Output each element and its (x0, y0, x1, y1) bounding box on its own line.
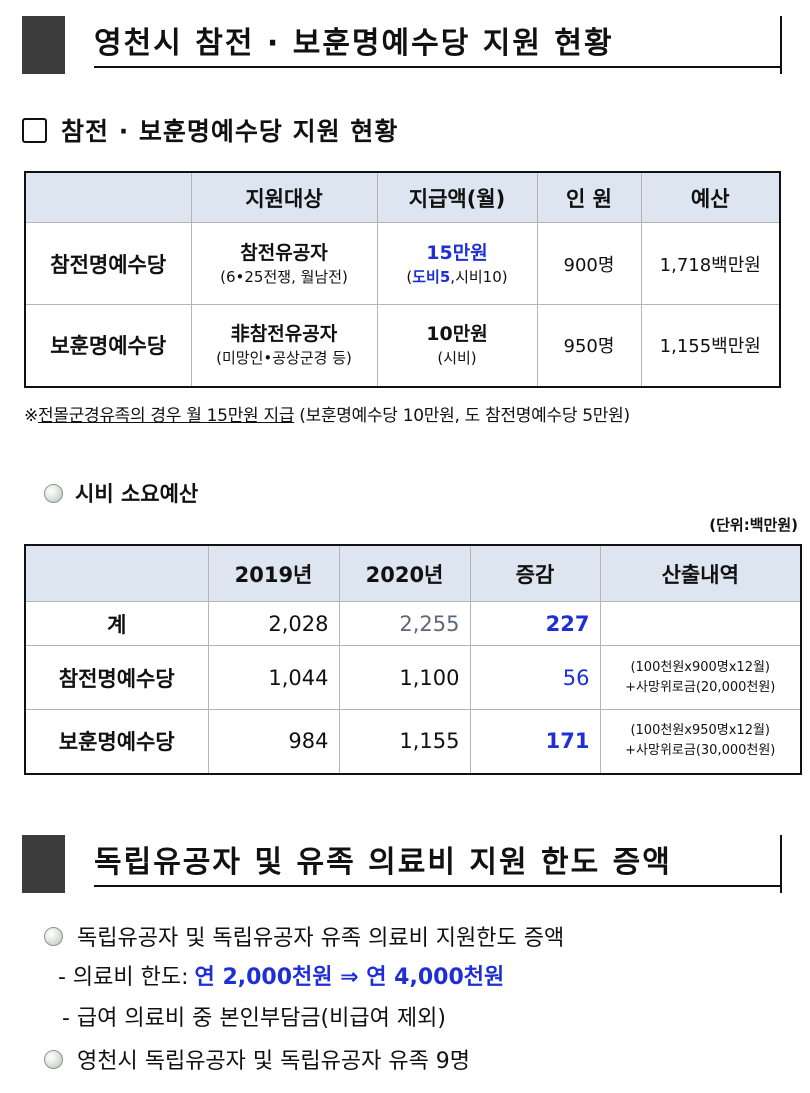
target-main: 참전유공자 (240, 241, 328, 264)
calc-line: (100천원x950명x12월) (630, 723, 771, 739)
amount-sub: (시비) (437, 349, 477, 368)
table-row-total: 계 2,028 2,255 227 (24, 601, 802, 646)
column-header: 인 원 (536, 171, 642, 223)
budget-heading-text: 시비 소요예산 (75, 482, 199, 506)
calc-line: +사망위로금(30,000천원) (625, 743, 776, 759)
row-label: 계 (24, 601, 209, 646)
value-diff: 56 (469, 645, 601, 710)
detail-line-2: - 의료비 한도: 연 2,000천원 ⇒ 연 4,000천원 (58, 959, 504, 991)
footnote-detail: (보훈명예수당 10만원, 도 참전명예수당 5만원) (294, 406, 630, 426)
bullet-icon (44, 926, 63, 946)
detail-text: - 급여 의료비 중 본인부담금(비급여 제외) (62, 1006, 446, 1031)
footnote-mark: ※ (24, 406, 38, 426)
section-marker (22, 835, 65, 893)
bullet-icon (44, 483, 63, 503)
detail-line-4: 영천시 독립유공자 및 독립유공자 유족 9명 (44, 1043, 470, 1075)
detail-line-3: - 급여 의료비 중 본인부담금(비급여 제외) (62, 1000, 446, 1032)
target-cell: 참전유공자 (6•25전쟁, 월남전) (190, 222, 378, 305)
amount-sub-rest: ,시비10) (450, 267, 508, 286)
table-header-row: 2019년 2020년 증감 산출내역 (24, 544, 802, 602)
budget-heading: 시비 소요예산 (44, 478, 198, 508)
detail-text: 영천시 독립유공자 및 독립유공자 유족 9명 (77, 1049, 471, 1074)
section-rule (780, 835, 782, 893)
value-2019: 984 (207, 709, 340, 774)
bullet-icon (44, 1049, 63, 1069)
checkbox-icon (22, 117, 47, 143)
column-header: 지원대상 (190, 171, 378, 223)
value-2019: 2,028 (207, 601, 340, 646)
section-rule (780, 16, 782, 74)
amount-main: 15만원 (426, 241, 488, 264)
value-2019: 1,044 (207, 645, 340, 710)
column-header: 2019년 (207, 544, 340, 602)
section-title-2: 독립유공자 및 유족 의료비 지원 한도 증액 (94, 841, 782, 887)
subsection-title-text: 참전 · 보훈명예수당 지원 현황 (61, 117, 399, 146)
table-row: 보훈명예수당 非참전유공자 (미망인•공상군경 등) 10만원 (시비) 950… (24, 304, 781, 387)
row-label: 보훈명예수당 (24, 304, 192, 387)
diagonal-header-cell (24, 544, 209, 602)
people-cell: 900명 (536, 222, 642, 305)
calc-line: (100천원x900명x12월) (630, 659, 771, 675)
row-label: 보훈명예수당 (24, 709, 209, 774)
table-row: 보훈명예수당 984 1,155 171 (100천원x950명x12월) +사… (24, 709, 802, 774)
detail-line-1: 독립유공자 및 독립유공자 유족 의료비 지원한도 증액 (44, 920, 564, 952)
limit-highlight: 연 2,000천원 ⇒ 연 4,000천원 (194, 965, 505, 990)
amount-cell: 15만원 (도비5,시비10) (376, 222, 538, 305)
value-diff: 171 (469, 709, 601, 774)
calc-cell (599, 601, 802, 646)
detail-text: - 의료비 한도: (58, 965, 189, 990)
amount-main: 10만원 (426, 323, 488, 346)
table-row: 참전명예수당 참전유공자 (6•25전쟁, 월남전) 15만원 (도비5,시비1… (24, 222, 781, 305)
row-label: 참전명예수당 (24, 645, 209, 710)
footnote: ※전몰군경유족의 경우 월 15만원 지급 (보훈명예수당 10만원, 도 참전… (24, 401, 630, 426)
value-2020: 2,255 (338, 601, 471, 646)
budget-table: 2019년 2020년 증감 산출내역 계 2,028 2,255 227 참전… (24, 544, 802, 775)
budget-cell: 1,155백만원 (640, 304, 781, 387)
people-cell: 950명 (536, 304, 642, 387)
target-cell: 非참전유공자 (미망인•공상군경 등) (190, 304, 378, 387)
row-label: 참전명예수당 (24, 222, 192, 305)
column-header: 산출내역 (599, 544, 802, 602)
section-title-1: 영천시 참전 · 보훈명예수당 지원 현황 (94, 22, 782, 68)
diagonal-header-cell (24, 171, 192, 223)
target-sub: (6•25전쟁, 월남전) (220, 267, 348, 286)
amount-sub-province: 도비5 (412, 267, 451, 286)
allowance-table: 지원대상 지급액(월) 인 원 예산 참전명예수당 참전유공자 (6•25전쟁,… (24, 171, 781, 388)
section-header-1: 영천시 참전 · 보훈명예수당 지원 현황 (22, 16, 782, 74)
unit-label: (단위:백만원) (709, 516, 798, 534)
column-header: 증감 (469, 544, 601, 602)
table-row: 참전명예수당 1,044 1,100 56 (100천원x900명x12월) +… (24, 645, 802, 710)
detail-text: 독립유공자 및 독립유공자 유족 의료비 지원한도 증액 (77, 926, 565, 951)
target-sub: (미망인•공상군경 등) (216, 349, 352, 368)
calc-cell: (100천원x900명x12월) +사망위로금(20,000천원) (599, 645, 802, 710)
amount-sub: (도비5,시비10) (378, 266, 537, 288)
column-header: 2020년 (338, 544, 471, 602)
value-2020: 1,155 (338, 709, 471, 774)
section-marker (22, 16, 65, 74)
calc-cell: (100천원x950명x12월) +사망위로금(30,000천원) (599, 709, 802, 774)
value-2020: 1,100 (338, 645, 471, 710)
subsection-title: 참전 · 보훈명예수당 지원 현황 (22, 112, 398, 148)
table-header-row: 지원대상 지급액(월) 인 원 예산 (24, 171, 781, 223)
amount-sub-open: ( (406, 267, 413, 286)
amount-cell: 10만원 (시비) (376, 304, 538, 387)
budget-cell: 1,718백만원 (640, 222, 781, 305)
target-main: 非참전유공자 (230, 323, 338, 346)
column-header: 예산 (640, 171, 781, 223)
value-diff: 227 (469, 601, 601, 646)
column-header: 지급액(월) (376, 171, 538, 223)
section-header-2: 독립유공자 및 유족 의료비 지원 한도 증액 (22, 835, 782, 893)
calc-line: +사망위로금(20,000천원) (625, 679, 776, 695)
footnote-underlined: 전몰군경유족의 경우 월 15만원 지급 (37, 406, 295, 426)
